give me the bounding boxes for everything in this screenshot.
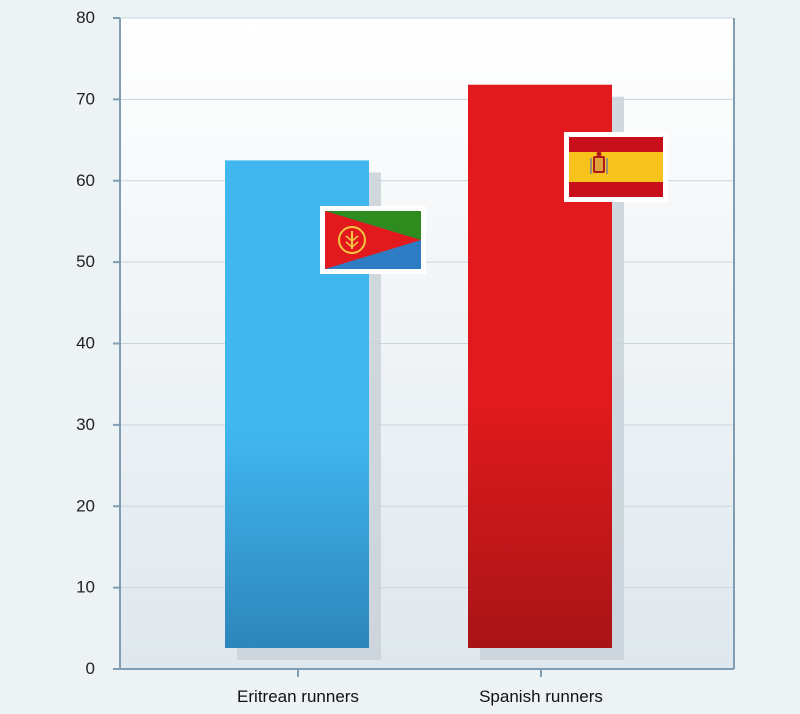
x-axis-tick-labels: Eritrean runners Spanish runners <box>237 687 603 706</box>
bars <box>225 84 624 661</box>
y-axis-tick-labels: 0 10 20 30 40 50 60 70 80 <box>76 8 95 678</box>
y-tick-label: 10 <box>76 578 95 597</box>
axes <box>113 17 735 677</box>
y-tick-label: 30 <box>76 415 95 434</box>
y-tick-label: 40 <box>76 334 95 353</box>
x-tick-label: Eritrean runners <box>237 687 359 706</box>
gridlines <box>120 17 734 589</box>
y-tick-label: 80 <box>76 8 95 27</box>
spain-flag-icon <box>564 132 668 202</box>
y-tick-label: 60 <box>76 171 95 190</box>
x-tick-label: Spanish runners <box>479 687 603 706</box>
y-tick-label: 0 <box>86 659 95 678</box>
y-tick-label: 70 <box>76 89 95 108</box>
y-tick-label: 50 <box>76 252 95 271</box>
y-tick-label: 20 <box>76 496 95 515</box>
eritrea-flag-icon <box>320 206 426 274</box>
